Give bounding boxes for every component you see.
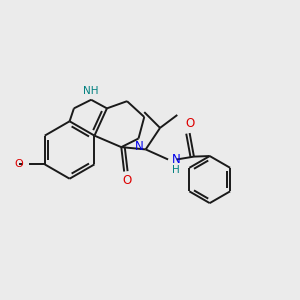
Text: N: N (172, 153, 180, 166)
Text: H: H (172, 164, 179, 175)
Text: NH: NH (83, 85, 99, 96)
Text: O: O (122, 174, 132, 187)
Text: N: N (135, 140, 144, 153)
Text: O: O (185, 117, 194, 130)
Text: O: O (14, 159, 23, 170)
